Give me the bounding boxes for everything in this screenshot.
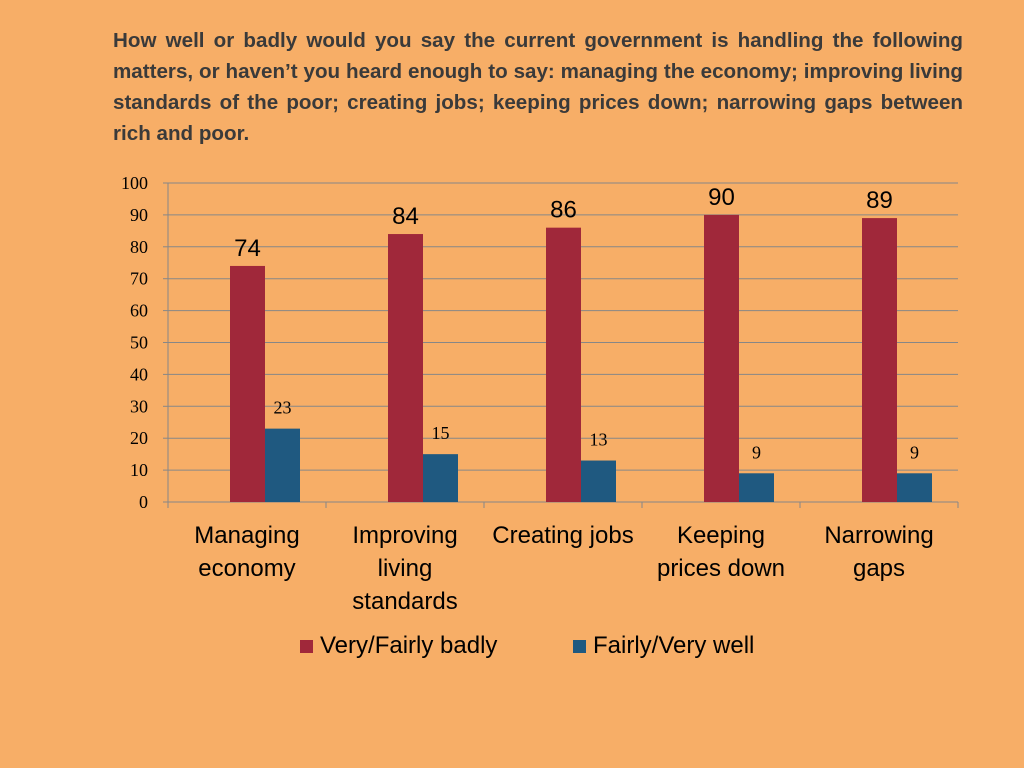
y-tick-label: 30 (130, 396, 148, 416)
legend-item-well: Fairly/Very well (573, 630, 754, 662)
y-tick-label: 50 (130, 333, 148, 353)
y-tick-labels: 0 10 20 30 40 50 60 70 80 90 100 (121, 173, 148, 512)
y-tick-label: 60 (130, 301, 148, 321)
data-label-well: 13 (590, 430, 608, 450)
question-text: How well or badly would you say the curr… (113, 29, 963, 145)
bar-badly (862, 218, 897, 502)
y-tick-label: 70 (130, 269, 148, 289)
data-label-well: 9 (752, 442, 761, 462)
category-label: Creating jobs (492, 522, 634, 549)
data-labels: 74 84 86 90 89 23 15 13 9 9 (234, 184, 919, 462)
bar-well (739, 473, 774, 502)
bar-badly (546, 227, 581, 502)
bar-well (423, 454, 458, 502)
data-label-well: 23 (274, 398, 292, 418)
data-label-badly: 90 (708, 184, 735, 211)
bar-well (265, 428, 300, 502)
category-label: Improving living standards (352, 522, 458, 615)
y-tick-label: 0 (139, 492, 148, 512)
category-label: Narrowing gaps (824, 522, 934, 582)
legend-swatch-badly (300, 639, 313, 653)
data-label-badly: 84 (392, 203, 419, 230)
y-tick-label: 100 (121, 173, 148, 193)
category-label: Managing economy (194, 522, 300, 582)
data-label-badly: 74 (234, 235, 261, 262)
bar-well (897, 473, 932, 502)
data-label-badly: 86 (550, 197, 577, 224)
bar-badly (230, 265, 265, 502)
legend-item-badly: Very/Fairly badly (300, 630, 497, 662)
y-tick-label: 90 (130, 205, 148, 225)
data-label-well: 9 (910, 442, 919, 462)
legend-label-well: Fairly/Very well (593, 632, 755, 659)
legend-swatch-well (573, 639, 586, 653)
y-tick-label: 80 (130, 237, 148, 257)
legend-label-badly: Very/Fairly badly (320, 632, 498, 659)
bar-badly (388, 234, 423, 503)
y-tick-label: 40 (130, 364, 148, 384)
data-label-badly: 89 (866, 187, 893, 214)
bar-well (581, 460, 616, 502)
data-label-well: 15 (432, 423, 450, 443)
bar-badly (704, 214, 739, 502)
y-tick-label: 20 (130, 428, 148, 448)
legend: Very/Fairly badly Fairly/Very well (0, 630, 1024, 662)
y-tick-label: 10 (130, 460, 148, 480)
category-label: Keeping prices down (656, 522, 786, 582)
bars (230, 214, 932, 503)
